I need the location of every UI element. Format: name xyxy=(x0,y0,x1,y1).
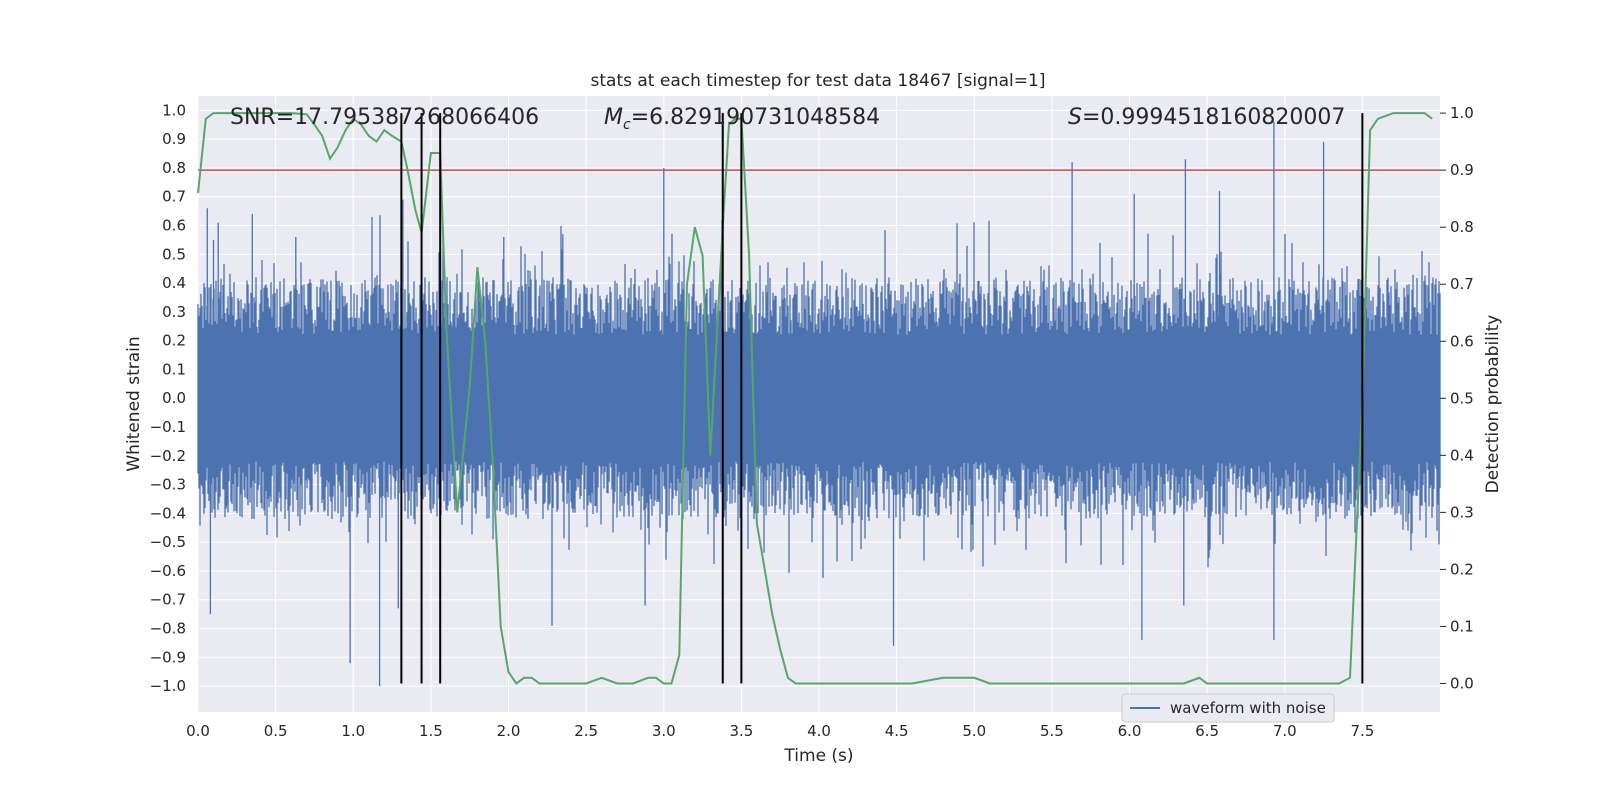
y-tick-label: −0.6 xyxy=(150,562,186,580)
x-tick-label: 5.5 xyxy=(1040,722,1064,740)
x-tick-label: 2.0 xyxy=(497,722,521,740)
x-tick-label: 3.0 xyxy=(652,722,676,740)
x-tick-label: 1.5 xyxy=(419,722,443,740)
y2-tick-label: 0.4 xyxy=(1450,446,1474,464)
y-tick-label: −0.2 xyxy=(150,447,186,465)
probability-line xyxy=(197,112,1433,685)
y2-tick-label: 0.5 xyxy=(1450,389,1474,407)
legend: waveform with noise xyxy=(1121,693,1335,723)
x-tick-label: 5.0 xyxy=(962,722,986,740)
mc-value: =6.829190731048584 xyxy=(631,105,880,130)
x-tick-label: 3.5 xyxy=(729,722,753,740)
y-tick-label: 0.3 xyxy=(162,303,186,321)
event-lines xyxy=(400,113,1364,684)
y2-axis-ticks: 0.0 0.1 0.2 0.3 0.4 0.5 0.6 0.7 0.8 0.9 1.0 xyxy=(1440,104,1474,692)
y-axis-label: Whitened strain xyxy=(124,336,144,471)
y-tick-label: 0.2 xyxy=(162,332,186,350)
y-tick-label: 0.0 xyxy=(162,389,186,407)
x-tick-label: 7.5 xyxy=(1350,722,1374,740)
y-tick-label: 0.9 xyxy=(162,130,186,148)
y-tick-label: 0.6 xyxy=(162,217,186,235)
y2-tick-label: 1.0 xyxy=(1450,104,1474,122)
y2-tick-label: 0.9 xyxy=(1450,161,1474,179)
y2-axis-label: Detection probability xyxy=(1483,315,1503,494)
y2-tick-label: 0.8 xyxy=(1450,218,1474,236)
waveform-trace xyxy=(197,121,1441,687)
x-tick-label: 4.0 xyxy=(807,722,831,740)
y2-tick-label: 0.7 xyxy=(1450,275,1474,293)
legend-box xyxy=(1121,693,1335,723)
x-axis-label: Time (s) xyxy=(783,746,853,766)
mc-subscript: c xyxy=(623,117,631,133)
y-tick-label: 0.4 xyxy=(162,274,186,292)
y2-tick-label: 0.3 xyxy=(1450,503,1474,521)
waveform-series xyxy=(197,121,1441,687)
y-tick-label: 0.8 xyxy=(162,159,186,177)
y-tick-label: −0.9 xyxy=(150,648,186,666)
x-tick-label: 7.0 xyxy=(1273,722,1297,740)
y-tick-label: −0.7 xyxy=(150,591,186,609)
y-tick-label: 0.5 xyxy=(162,245,186,263)
y-tick-label: 0.7 xyxy=(162,188,186,206)
y-tick-label: −0.1 xyxy=(150,418,186,436)
x-tick-label: 4.5 xyxy=(885,722,909,740)
snr-annotation: SNR=17.795387268066406 xyxy=(230,105,539,130)
x-tick-label: 1.0 xyxy=(341,722,365,740)
s-symbol: S xyxy=(1068,105,1082,130)
y2-tick-label: 0.0 xyxy=(1450,674,1474,692)
x-axis-ticks: 0.0 0.5 1.0 1.5 2.0 2.5 3.0 3.5 4.0 4.5 5.0 5.5 6.0 6… xyxy=(186,722,1374,740)
x-tick-label: 0.5 xyxy=(264,722,288,740)
s-value: =0.9994518160820007 xyxy=(1082,105,1345,130)
plot-area xyxy=(197,96,1441,712)
y2-tick-label: 0.6 xyxy=(1450,332,1474,350)
y2-tick-label: 0.2 xyxy=(1450,560,1474,578)
y-tick-label: 1.0 xyxy=(162,101,186,119)
y-tick-label: −1.0 xyxy=(150,677,186,695)
x-tick-label: 2.5 xyxy=(574,722,598,740)
x-tick-label: 0.0 xyxy=(186,722,210,740)
mc-symbol: M xyxy=(604,105,623,130)
y-tick-label: −0.5 xyxy=(150,533,186,551)
y-tick-label: 0.1 xyxy=(162,360,186,378)
x-tick-label: 6.0 xyxy=(1118,722,1142,740)
y-tick-label: −0.3 xyxy=(150,476,186,494)
legend-entry: waveform with noise xyxy=(1170,699,1326,717)
chart-title: stats at each timestep for test data 184… xyxy=(591,71,1046,91)
y-tick-label: −0.8 xyxy=(150,620,186,638)
s-annotation: S=0.9994518160820007 xyxy=(1068,105,1345,130)
y-tick-label: −0.4 xyxy=(150,504,186,522)
probability-series xyxy=(197,112,1433,685)
y2-tick-label: 0.1 xyxy=(1450,617,1474,635)
y-axis-ticks: −1.0 −0.9 −0.8 −0.7 −0.6 −0.5 −0.4 −0.3 −0.2 −0.1… xyxy=(150,101,186,695)
x-tick-label: 6.5 xyxy=(1195,722,1219,740)
mc-annotation: Mc=6.829190731048584 xyxy=(604,105,880,133)
